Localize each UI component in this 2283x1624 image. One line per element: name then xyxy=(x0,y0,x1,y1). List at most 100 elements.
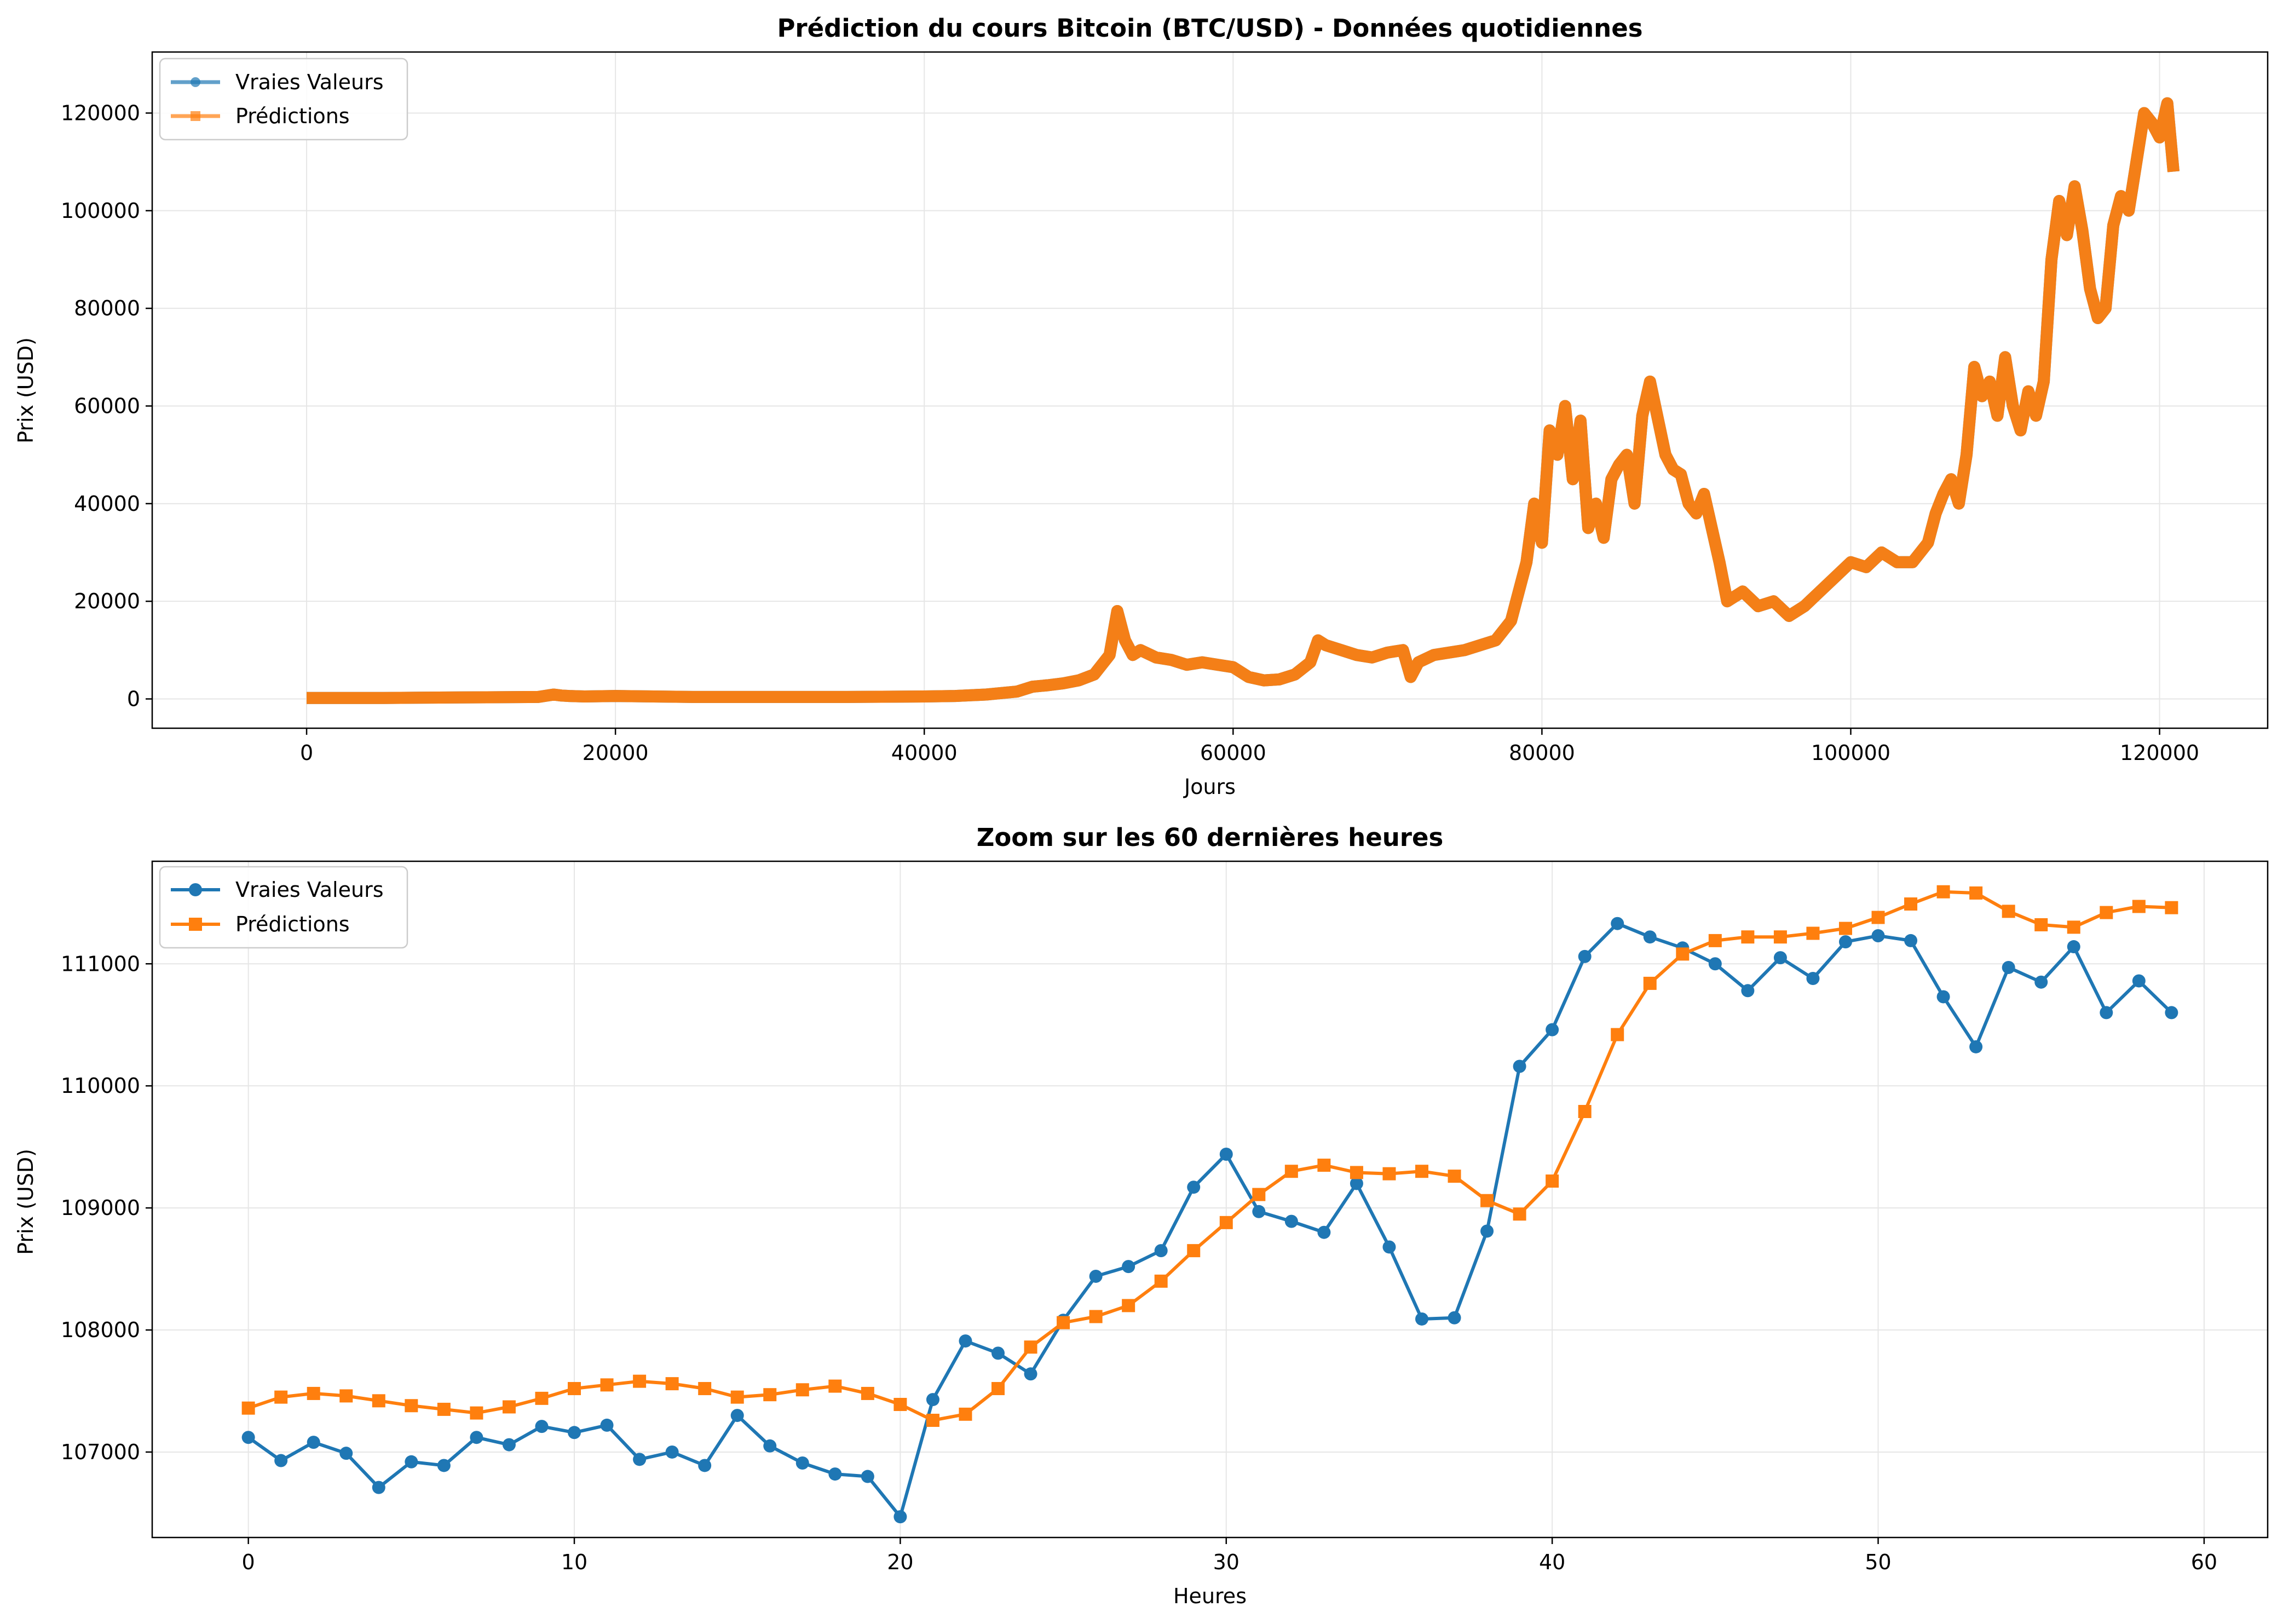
point-pred xyxy=(861,1386,874,1400)
chart-zoom-legend-box xyxy=(159,866,408,949)
chart-zoom-plot-area xyxy=(241,885,2178,1524)
point-pred xyxy=(1284,1165,1298,1178)
point-pred xyxy=(1154,1274,1168,1288)
point-true xyxy=(1187,1180,1201,1194)
chart-zoom-grid xyxy=(152,861,2268,1537)
point-true xyxy=(470,1431,483,1444)
point-true xyxy=(437,1459,451,1472)
point-pred xyxy=(274,1390,288,1404)
point-true xyxy=(763,1439,777,1453)
y-tick-label: 80000 xyxy=(74,296,140,320)
point-true xyxy=(1089,1269,1103,1283)
x-tick-label: 60 xyxy=(2191,1550,2217,1574)
point-true xyxy=(1415,1312,1428,1326)
point-pred xyxy=(1871,911,1885,924)
point-true xyxy=(1773,951,1787,965)
x-tick-label: 50 xyxy=(1865,1550,1891,1574)
point-true xyxy=(828,1467,842,1481)
point-true xyxy=(1611,917,1624,930)
point-true xyxy=(730,1409,744,1423)
y-tick-label: 107000 xyxy=(61,1440,140,1464)
point-true xyxy=(307,1436,320,1449)
point-pred xyxy=(241,1401,255,1415)
point-pred xyxy=(1350,1166,1363,1179)
point-pred xyxy=(2100,906,2113,919)
point-true xyxy=(1741,984,1755,998)
y-tick-label: 0 xyxy=(127,687,140,711)
point-pred xyxy=(1252,1188,1266,1201)
chart-daily-axes-frame xyxy=(151,51,2269,729)
legend-zoom-true-marker-icon xyxy=(189,883,202,896)
y-tick-label: 20000 xyxy=(74,589,140,613)
x-tick-label: 20000 xyxy=(583,741,649,765)
x-tick-label: 60000 xyxy=(1200,741,1266,765)
point-pred xyxy=(1838,922,1852,935)
point-pred xyxy=(1057,1316,1070,1329)
point-pred xyxy=(1708,934,1722,947)
point-pred xyxy=(600,1378,614,1392)
point-pred xyxy=(2034,918,2048,931)
point-pred xyxy=(1904,897,1918,911)
point-pred xyxy=(1936,885,1950,899)
y-tick-label: 100000 xyxy=(61,199,140,223)
point-true xyxy=(502,1438,516,1452)
point-true xyxy=(1448,1311,1461,1324)
y-tick-label: 111000 xyxy=(61,952,140,976)
point-true xyxy=(2165,1006,2178,1020)
point-true xyxy=(241,1431,255,1444)
point-true xyxy=(1546,1023,1559,1036)
point-pred xyxy=(1187,1244,1201,1258)
legend-zoom-pred-label: Prédictions xyxy=(235,912,350,936)
point-true xyxy=(795,1456,809,1470)
point-pred xyxy=(1676,947,1690,961)
point-pred xyxy=(502,1400,516,1414)
point-true xyxy=(698,1459,712,1472)
point-true xyxy=(1350,1177,1363,1190)
chart-zoom-axes-frame xyxy=(151,860,2269,1539)
legend-true-label: Vraies Valeurs xyxy=(235,70,384,94)
point-pred xyxy=(795,1383,809,1397)
point-pred xyxy=(1122,1299,1135,1312)
point-pred xyxy=(893,1398,907,1412)
point-pred xyxy=(1643,976,1657,990)
point-true xyxy=(2132,974,2146,988)
y-tick-label: 60000 xyxy=(74,394,140,418)
y-tick-label: 110000 xyxy=(61,1074,140,1098)
point-true xyxy=(2002,960,2015,974)
point-true xyxy=(535,1420,549,1433)
chart-zoom-title: Zoom sur les 60 dernières heures xyxy=(977,823,1444,852)
point-pred xyxy=(1546,1174,1559,1188)
chart-daily-title: Prédiction du cours Bitcoin (BTC/USD) - … xyxy=(777,14,1642,43)
point-true xyxy=(568,1426,581,1439)
point-pred xyxy=(926,1413,939,1427)
point-true xyxy=(1480,1224,1494,1238)
point-pred xyxy=(1578,1104,1592,1118)
x-tick-label: 40 xyxy=(1539,1550,1565,1574)
point-true xyxy=(1969,1040,1983,1053)
x-tick-label: 120000 xyxy=(2120,741,2199,765)
legend-zoom-pred-marker-icon xyxy=(189,918,202,931)
point-pred xyxy=(2067,920,2080,934)
point-true xyxy=(1578,949,1592,963)
point-true xyxy=(372,1481,385,1494)
point-true xyxy=(1936,990,1950,1004)
point-true xyxy=(1317,1225,1331,1239)
point-pred xyxy=(1448,1170,1461,1183)
x-tick-label: 80000 xyxy=(1509,741,1575,765)
legend-zoom-true-label: Vraies Valeurs xyxy=(235,878,384,902)
point-pred xyxy=(1415,1165,1428,1178)
x-tick-label: 0 xyxy=(242,1550,255,1574)
point-true xyxy=(339,1447,353,1460)
y-tick-label: 120000 xyxy=(61,101,140,125)
legend-true-marker-icon xyxy=(191,77,200,87)
point-pred xyxy=(1773,930,1787,944)
point-pred xyxy=(1382,1167,1396,1180)
chart-daily: Prédiction du cours Bitcoin (BTC/USD) - … xyxy=(14,14,2269,799)
point-true xyxy=(861,1470,874,1483)
point-pred xyxy=(535,1391,549,1405)
point-pred xyxy=(1024,1340,1037,1354)
point-pred xyxy=(1317,1159,1331,1172)
point-true xyxy=(1122,1260,1135,1274)
legend-pred-marker-icon xyxy=(191,111,200,121)
point-pred xyxy=(1969,886,1983,900)
